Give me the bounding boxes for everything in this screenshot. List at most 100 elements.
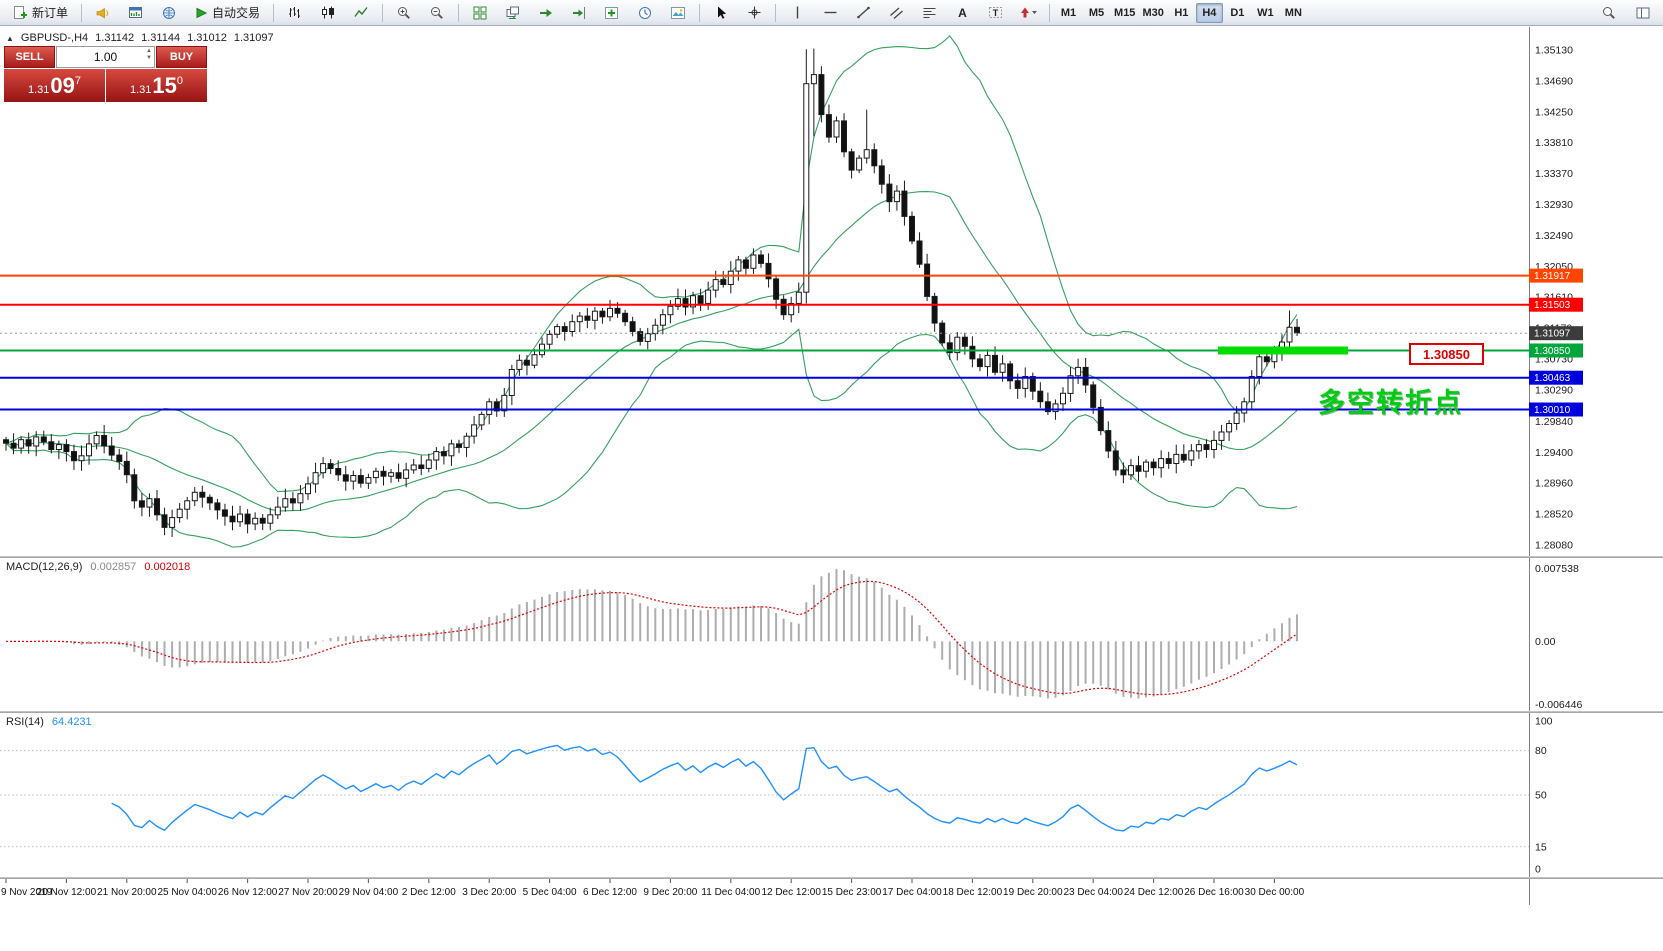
svg-text:9 Dec 20:00: 9 Dec 20:00 (643, 887, 697, 898)
timeframe-m1[interactable]: M1 (1055, 3, 1082, 23)
panel-divider[interactable] (0, 877, 1663, 879)
ohlc-high: 1.31144 (141, 32, 181, 44)
timeframe-m5[interactable]: M5 (1083, 3, 1110, 23)
buy-price-display[interactable]: 1.31 15 0 (106, 69, 207, 102)
channel-icon (889, 7, 903, 19)
zoom-in-button[interactable] (388, 1, 420, 25)
svg-text:29 Nov 04:00: 29 Nov 04:00 (339, 887, 399, 898)
zoom-out-icon (431, 6, 443, 19)
label-icon: T (988, 7, 1002, 18)
panel-divider[interactable] (0, 556, 1663, 558)
svg-text:24 Dec 12:00: 24 Dec 12:00 (1124, 887, 1184, 898)
add-indicator-button[interactable] (596, 1, 628, 25)
toolbar-separator (1049, 3, 1051, 22)
new-order-label: 新订单 (32, 6, 69, 20)
candlestick-mode-button[interactable] (312, 1, 344, 25)
cursor-tool-button[interactable] (705, 1, 737, 25)
toolbar-separator (382, 3, 384, 22)
svg-text:23 Dec 04:00: 23 Dec 04:00 (1063, 887, 1123, 898)
svg-text:26 Dec 16:00: 26 Dec 16:00 (1184, 887, 1244, 898)
sell-price-big: 09 (50, 72, 75, 98)
tile-windows-button[interactable] (464, 1, 496, 25)
cascade-windows-icon (506, 6, 520, 19)
text-tool-button[interactable]: A (946, 1, 978, 25)
arrow-object-icon (1021, 7, 1038, 18)
market-watch-button[interactable] (153, 1, 185, 25)
announcement-button[interactable] (87, 1, 119, 25)
crosshair-tool-button[interactable] (738, 1, 770, 25)
fibonacci-tool-button[interactable] (913, 1, 945, 25)
auto-scroll-button[interactable] (530, 1, 562, 25)
chart-shift-button[interactable] (563, 1, 595, 25)
timeframe-d1[interactable]: D1 (1224, 3, 1251, 23)
search-button[interactable] (1593, 1, 1625, 25)
sell-button[interactable]: SELL (4, 46, 55, 68)
volume-spinner[interactable]: ▲ ▼ (146, 48, 152, 61)
text-icon: A (958, 6, 967, 20)
volume-value: 1.00 (93, 50, 118, 64)
macd-signal-value: 0.002018 (144, 561, 191, 573)
bar-chart-mode-button[interactable] (279, 1, 311, 25)
new-chart-button[interactable] (120, 1, 152, 25)
time-axis-panel[interactable]: 9 Nov 2019 20 Nov 12:00 21 Nov 20:00 25 Nov… (0, 879, 1663, 905)
collapse-arrow-icon[interactable]: ▲ (6, 33, 14, 43)
svg-text:27 Nov 20:00: 27 Nov 20:00 (278, 887, 338, 898)
svg-text:18 Dec 12:00: 18 Dec 12:00 (943, 887, 1003, 898)
template-icon (671, 6, 686, 19)
rsi-title: RSI(14) (6, 716, 44, 728)
chart-annotation-text: 多空转折点 (1318, 388, 1463, 418)
zoom-out-button[interactable] (421, 1, 453, 25)
autotrading-play-icon (196, 7, 208, 18)
spin-down-icon[interactable]: ▼ (146, 55, 152, 61)
new-order-button[interactable]: 新订单 (4, 1, 76, 25)
timeframe-mn[interactable]: MN (1280, 3, 1307, 23)
trendline-tool-button[interactable] (847, 1, 879, 25)
rsi-chart[interactable]: 100 80 50 15 0 (0, 713, 1663, 877)
chart-ohlc-info: ▲ GBPUSD-,H4 1.31142 1.31144 1.31012 1.3… (6, 32, 274, 44)
new-chart-icon (129, 6, 143, 18)
svg-text:0.007538: 0.007538 (1535, 563, 1579, 575)
bottom-filler (0, 905, 1663, 951)
rsi-value: 64.4231 (51, 716, 92, 728)
search-icon (1603, 6, 1615, 19)
timeframe-w1[interactable]: W1 (1252, 3, 1279, 23)
timeframe-m30[interactable]: M30 (1139, 3, 1166, 23)
new-order-icon (14, 5, 27, 19)
svg-text:1.34250: 1.34250 (1535, 106, 1573, 118)
panel-divider[interactable] (0, 711, 1663, 713)
layout-button[interactable] (1627, 1, 1659, 25)
label-tool-button[interactable]: T (979, 1, 1011, 25)
sell-price-display[interactable]: 1.31 09 7 (4, 69, 105, 102)
line-chart-mode-button[interactable] (345, 1, 377, 25)
svg-text:1.32930: 1.32930 (1535, 199, 1573, 211)
auto-trading-button[interactable]: 自动交易 (186, 1, 268, 25)
macd-chart[interactable]: 0.007538 0.00 -0.006446 (0, 558, 1663, 711)
spin-up-icon[interactable]: ▲ (146, 48, 152, 54)
macd-header: MACD(12,26,9) 0.002857 0.002018 (6, 561, 190, 573)
buy-button[interactable]: BUY (156, 46, 207, 68)
svg-text:1.31097: 1.31097 (1534, 329, 1571, 340)
price-chart-panel[interactable]: 1.35130 1.34690 1.34250 1.33810 1.33370 1.329… (0, 27, 1663, 556)
cascade-windows-button[interactable] (497, 1, 529, 25)
timeframe-h1[interactable]: H1 (1168, 3, 1195, 23)
vertical-line-tool-button[interactable] (781, 1, 813, 25)
price-chart[interactable]: 1.35130 1.34690 1.34250 1.33810 1.33370 1.329… (0, 27, 1663, 556)
rsi-panel[interactable]: 100 80 50 15 0 RSI(14) 64.4231 (0, 713, 1663, 877)
template-button[interactable] (662, 1, 694, 25)
market-watch-icon (163, 6, 176, 19)
toolbar-separator (775, 3, 777, 22)
macd-panel[interactable]: 0.007538 0.00 -0.006446 MACD(12,26,9) 0.00… (0, 558, 1663, 711)
tile-windows-icon (473, 6, 487, 19)
timeframe-m15[interactable]: M15 (1111, 3, 1138, 23)
svg-text:21 Nov 20:00: 21 Nov 20:00 (97, 887, 157, 898)
arrow-object-tool-button[interactable] (1012, 1, 1044, 25)
horizontal-line-tool-button[interactable] (814, 1, 846, 25)
volume-input[interactable]: 1.00 ▲ ▼ (56, 46, 155, 68)
svg-text:1.35130: 1.35130 (1535, 45, 1573, 57)
timeframe-h4[interactable]: H4 (1195, 2, 1223, 23)
period-button[interactable] (629, 1, 661, 25)
svg-text:1.30463: 1.30463 (1534, 373, 1571, 384)
channel-tool-button[interactable] (880, 1, 912, 25)
svg-text:12 Dec 12:00: 12 Dec 12:00 (761, 887, 821, 898)
